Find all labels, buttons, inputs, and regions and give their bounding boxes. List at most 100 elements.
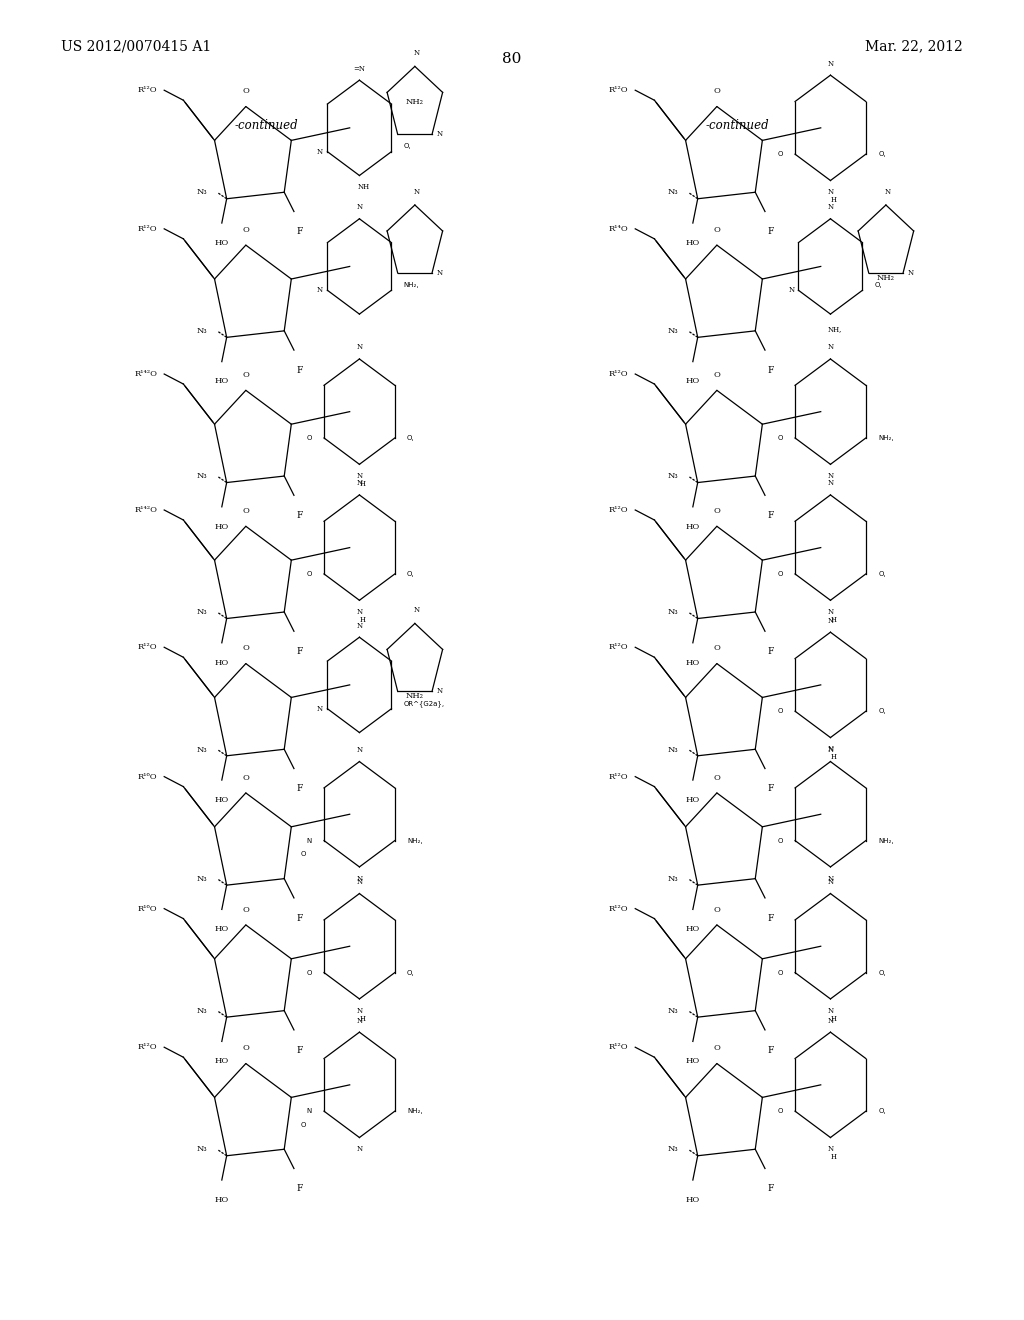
Text: N: N [827, 875, 834, 883]
Text: O,: O, [879, 152, 886, 157]
Text: N: N [306, 838, 311, 843]
Text: O,: O, [408, 572, 415, 577]
Text: NH₂,: NH₂, [879, 838, 894, 843]
Text: F: F [296, 511, 302, 520]
Text: O,: O, [879, 970, 886, 975]
Text: F: F [767, 913, 773, 923]
Text: HO: HO [686, 925, 700, 933]
Text: N₃: N₃ [197, 189, 207, 197]
Text: NH₂: NH₂ [877, 275, 895, 282]
Text: N: N [317, 148, 324, 156]
Text: F: F [296, 227, 302, 236]
Text: N₃: N₃ [668, 746, 678, 754]
Text: O: O [777, 436, 782, 441]
Text: H: H [830, 616, 837, 624]
Text: N: N [414, 606, 420, 614]
Text: O,: O, [879, 572, 886, 577]
Text: R¹²O: R¹²O [608, 370, 628, 378]
Text: NH₂,: NH₂, [403, 282, 420, 288]
Text: N: N [356, 479, 362, 487]
Text: O: O [777, 970, 782, 975]
Text: F: F [296, 1045, 302, 1055]
Text: N: N [827, 343, 834, 351]
Text: N: N [827, 746, 834, 754]
Text: R¹²O: R¹²O [608, 643, 628, 651]
Text: 80: 80 [503, 53, 521, 66]
Text: H: H [830, 1154, 837, 1162]
Text: R¹²O: R¹²O [137, 86, 157, 94]
Text: Mar. 22, 2012: Mar. 22, 2012 [865, 40, 963, 53]
Text: O: O [243, 87, 249, 95]
Text: N: N [356, 1146, 362, 1154]
Text: O: O [714, 906, 720, 913]
Text: O: O [243, 906, 249, 913]
Text: O: O [714, 371, 720, 379]
Text: O: O [243, 644, 249, 652]
Text: N₃: N₃ [197, 473, 207, 480]
Text: N: N [414, 187, 420, 195]
Text: HO: HO [215, 1196, 229, 1204]
Text: N: N [356, 203, 362, 211]
Text: N: N [437, 269, 443, 277]
Text: O,: O, [403, 144, 412, 149]
Text: HO: HO [686, 523, 700, 531]
Text: F: F [767, 366, 773, 375]
Text: N₃: N₃ [668, 609, 678, 616]
Text: N: N [414, 49, 420, 57]
Text: HO: HO [686, 796, 700, 804]
Text: R¹⁴O: R¹⁴O [608, 224, 628, 232]
Text: N₃: N₃ [668, 1146, 678, 1154]
Text: HO: HO [215, 796, 229, 804]
Text: N₃: N₃ [197, 1146, 207, 1154]
Text: R¹⁴²O: R¹⁴²O [134, 370, 157, 378]
Text: N: N [827, 616, 834, 624]
Text: O: O [306, 572, 311, 577]
Text: HO: HO [215, 239, 229, 247]
Text: NH₂,: NH₂, [879, 436, 894, 441]
Text: O: O [306, 436, 311, 441]
Text: F: F [296, 784, 302, 793]
Text: N: N [827, 59, 834, 67]
Text: O,: O, [408, 970, 415, 975]
Text: O: O [777, 838, 782, 843]
Text: N: N [437, 131, 443, 139]
Text: HO: HO [215, 925, 229, 933]
Text: NH₂,: NH₂, [408, 838, 423, 843]
Text: N₃: N₃ [197, 327, 207, 335]
Text: N: N [356, 1016, 362, 1024]
Text: HO: HO [215, 378, 229, 385]
Text: O: O [243, 1044, 249, 1052]
Text: N: N [827, 479, 834, 487]
Text: O: O [714, 644, 720, 652]
Text: HO: HO [686, 659, 700, 667]
Text: N₃: N₃ [668, 189, 678, 197]
Text: N₃: N₃ [197, 1007, 207, 1015]
Text: O: O [243, 226, 249, 234]
Text: O: O [714, 87, 720, 95]
Text: N: N [356, 746, 362, 754]
Text: =N: =N [353, 65, 366, 73]
Text: NH: NH [357, 183, 370, 191]
Text: R¹⁴²O: R¹⁴²O [134, 506, 157, 513]
Text: O: O [714, 1044, 720, 1052]
Text: O,: O, [408, 436, 415, 441]
Text: H: H [359, 480, 366, 488]
Text: O: O [777, 1109, 782, 1114]
Text: O: O [777, 572, 782, 577]
Text: O: O [243, 507, 249, 515]
Text: F: F [296, 913, 302, 923]
Text: N: N [827, 609, 834, 616]
Text: O: O [777, 709, 782, 714]
Text: F: F [767, 1045, 773, 1055]
Text: N: N [827, 1146, 834, 1154]
Text: R¹⁶O: R¹⁶O [137, 772, 157, 780]
Text: O: O [243, 774, 249, 781]
Text: HO: HO [215, 659, 229, 667]
Text: N₃: N₃ [197, 875, 207, 883]
Text: N: N [827, 189, 834, 197]
Text: HO: HO [215, 523, 229, 531]
Text: H: H [830, 754, 837, 762]
Text: NH₂: NH₂ [406, 693, 424, 701]
Text: O: O [714, 226, 720, 234]
Text: HO: HO [215, 1057, 229, 1065]
